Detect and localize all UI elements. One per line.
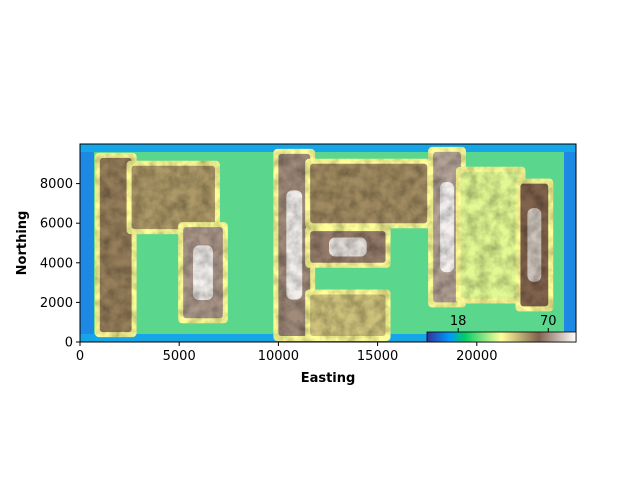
region-peak-6: [328, 237, 367, 257]
y-axis-ticks: 0 2000 4000 6000 8000: [40, 177, 80, 351]
y-tick-label: 2000: [40, 296, 73, 311]
x-tick-label: 10000: [258, 349, 299, 364]
elevation-regions: [94, 146, 554, 342]
x-axis-label: Easting: [301, 371, 356, 386]
region-2: [131, 165, 215, 230]
x-axis-ticks: 0 5000 10000 15000 20000: [76, 342, 497, 364]
x-tick-label: 15000: [357, 349, 398, 364]
region-peak-8: [440, 182, 454, 273]
plot-frame: [79, 143, 577, 343]
region-9: [460, 171, 521, 299]
valley-band-top: [80, 144, 576, 152]
y-tick-label: 6000: [40, 217, 73, 232]
region-peak-10: [527, 208, 542, 282]
plot-area: [80, 144, 576, 342]
region-7: [310, 294, 386, 337]
valley-band-right: [564, 144, 576, 342]
colorbar-tick-label: 70: [540, 314, 557, 329]
region-peak-3: [193, 245, 213, 301]
region-peak-4: [286, 190, 303, 300]
y-axis-label: Northing: [15, 211, 30, 276]
region-1: [99, 157, 132, 333]
y-tick-label: 8000: [40, 177, 73, 192]
colorbar-ticks: 18 70: [450, 314, 557, 332]
x-tick-label: 5000: [163, 349, 196, 364]
y-tick-label: 4000: [40, 256, 73, 271]
valley-band-left: [80, 144, 94, 342]
x-tick-label: 20000: [456, 349, 497, 364]
colorbar: 18 70: [426, 314, 577, 343]
colorbar-tick-label: 18: [450, 314, 467, 329]
x-tick-label: 0: [76, 349, 84, 364]
y-tick-label: 0: [65, 336, 73, 351]
colorbar-gradient: [426, 331, 577, 343]
region-5: [310, 163, 428, 224]
